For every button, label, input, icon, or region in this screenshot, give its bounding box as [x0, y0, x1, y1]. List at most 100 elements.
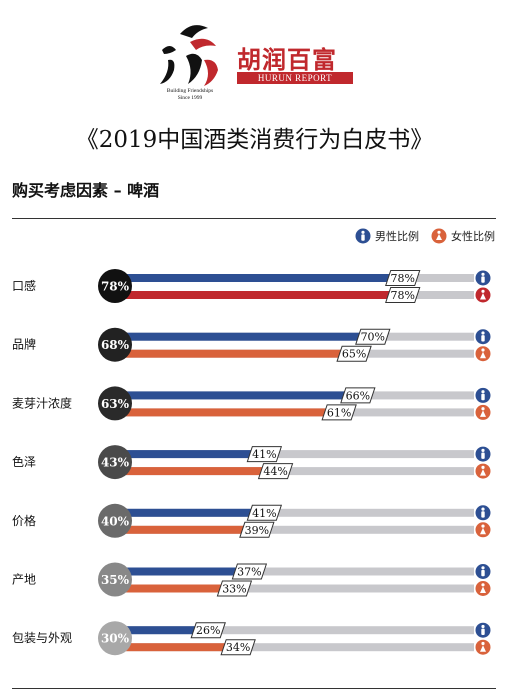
female-value-box: [336, 345, 372, 362]
male-value: 70%: [361, 331, 385, 344]
divider-top: [12, 218, 496, 219]
male-value-box: [190, 622, 226, 639]
category-label: 价格: [12, 513, 36, 528]
male-track: [115, 567, 474, 576]
male-value-box: [340, 387, 376, 404]
overall-value: 35%: [101, 573, 130, 587]
female-track: [115, 467, 474, 476]
male-value: 41%: [252, 448, 276, 461]
female-value: 78%: [390, 289, 414, 302]
male-bar: [115, 391, 362, 400]
male-value-box: [355, 328, 391, 345]
category-label: 色泽: [12, 455, 36, 469]
female-icon: [475, 581, 491, 596]
overall-circle: [98, 269, 132, 303]
male-value: 37%: [237, 566, 261, 579]
divider-bottom: [12, 688, 496, 689]
male-icon: [355, 228, 371, 244]
female-value-box: [321, 404, 357, 421]
male-track: [115, 508, 474, 517]
overall-circle: [98, 445, 132, 480]
chart-subtitle: 购买考虑因素 – 啤酒: [12, 181, 160, 200]
male-value-box: [231, 563, 268, 580]
overall-value: 63%: [101, 397, 130, 411]
overall-value: 78%: [101, 280, 130, 294]
female-icon: [475, 287, 491, 303]
male-bar: [115, 274, 407, 282]
overall-circle: [98, 503, 132, 538]
overall-value: 40%: [101, 514, 130, 528]
male-icon: [475, 329, 491, 345]
female-value: 65%: [342, 348, 366, 361]
female-value: 44%: [263, 465, 287, 478]
male-bar: [115, 332, 377, 341]
male-icon: [475, 387, 491, 403]
female-value: 33%: [222, 583, 246, 596]
overall-circle: [98, 621, 132, 656]
male-value-box: [246, 446, 283, 463]
legend-female: 女性比例: [451, 230, 495, 243]
category-label: 品牌: [12, 338, 36, 352]
female-icon: [475, 346, 491, 362]
male-bar: [115, 567, 254, 576]
female-bar: [115, 525, 261, 534]
male-icon: [475, 446, 491, 462]
overall-value: 68%: [101, 338, 130, 352]
male-value: 26%: [196, 624, 220, 637]
female-value-box: [216, 580, 253, 597]
brand-name-en: HURUN REPORT: [237, 72, 353, 84]
female-track: [115, 525, 474, 534]
female-value-box: [239, 521, 275, 538]
brand-name-cn: 胡润百富: [237, 46, 337, 74]
male-value-box: [246, 504, 283, 521]
female-value-box: [385, 287, 421, 303]
male-icon: [475, 505, 491, 521]
female-icon: [431, 228, 447, 244]
male-bar: [115, 508, 269, 517]
male-icon: [475, 622, 491, 638]
overall-value: 43%: [101, 456, 130, 470]
male-bar: [115, 626, 213, 635]
female-track: [115, 643, 474, 652]
category-label: 包装与外观: [12, 631, 72, 645]
female-value-box: [257, 463, 294, 480]
female-value: 61%: [327, 406, 351, 419]
category-label: 产地: [12, 573, 36, 587]
tagline-line-2: Since 1999: [177, 95, 203, 101]
report-title: 《2019中国酒类消费行为白皮书》: [75, 127, 434, 153]
male-value: 66%: [346, 389, 370, 402]
female-bar: [115, 291, 407, 299]
overall-circle: [98, 562, 132, 597]
overall-circle: [98, 327, 132, 362]
female-bar: [115, 643, 243, 652]
overall-value: 30%: [101, 632, 130, 646]
legend-male: 男性比例: [375, 230, 419, 243]
female-icon: [475, 404, 491, 420]
female-bar: [115, 408, 344, 417]
category-label: 口感: [12, 278, 36, 293]
male-icon: [475, 270, 491, 286]
female-icon: [475, 522, 491, 538]
female-bar: [115, 349, 359, 358]
female-icon: [475, 639, 491, 655]
male-icon: [475, 564, 491, 579]
male-track: [115, 450, 474, 459]
female-value: 34%: [226, 641, 250, 654]
male-value: 41%: [252, 507, 276, 520]
female-bar: [115, 467, 280, 476]
male-value-box: [385, 270, 421, 286]
female-value-box: [220, 639, 256, 656]
male-track: [115, 626, 474, 635]
tagline-line-1: Building Friendships: [166, 88, 214, 94]
logo-tagline: Building Friendships Since 1999: [142, 88, 238, 102]
female-track: [115, 584, 474, 593]
female-value: 39%: [245, 524, 269, 537]
female-bar: [115, 584, 239, 593]
female-icon: [475, 463, 491, 479]
male-bar: [115, 450, 269, 459]
hurun-logo: [150, 20, 230, 106]
legend: 男性比例 女性比例: [355, 228, 495, 244]
male-value: 78%: [390, 272, 414, 285]
overall-circle: [98, 386, 132, 421]
